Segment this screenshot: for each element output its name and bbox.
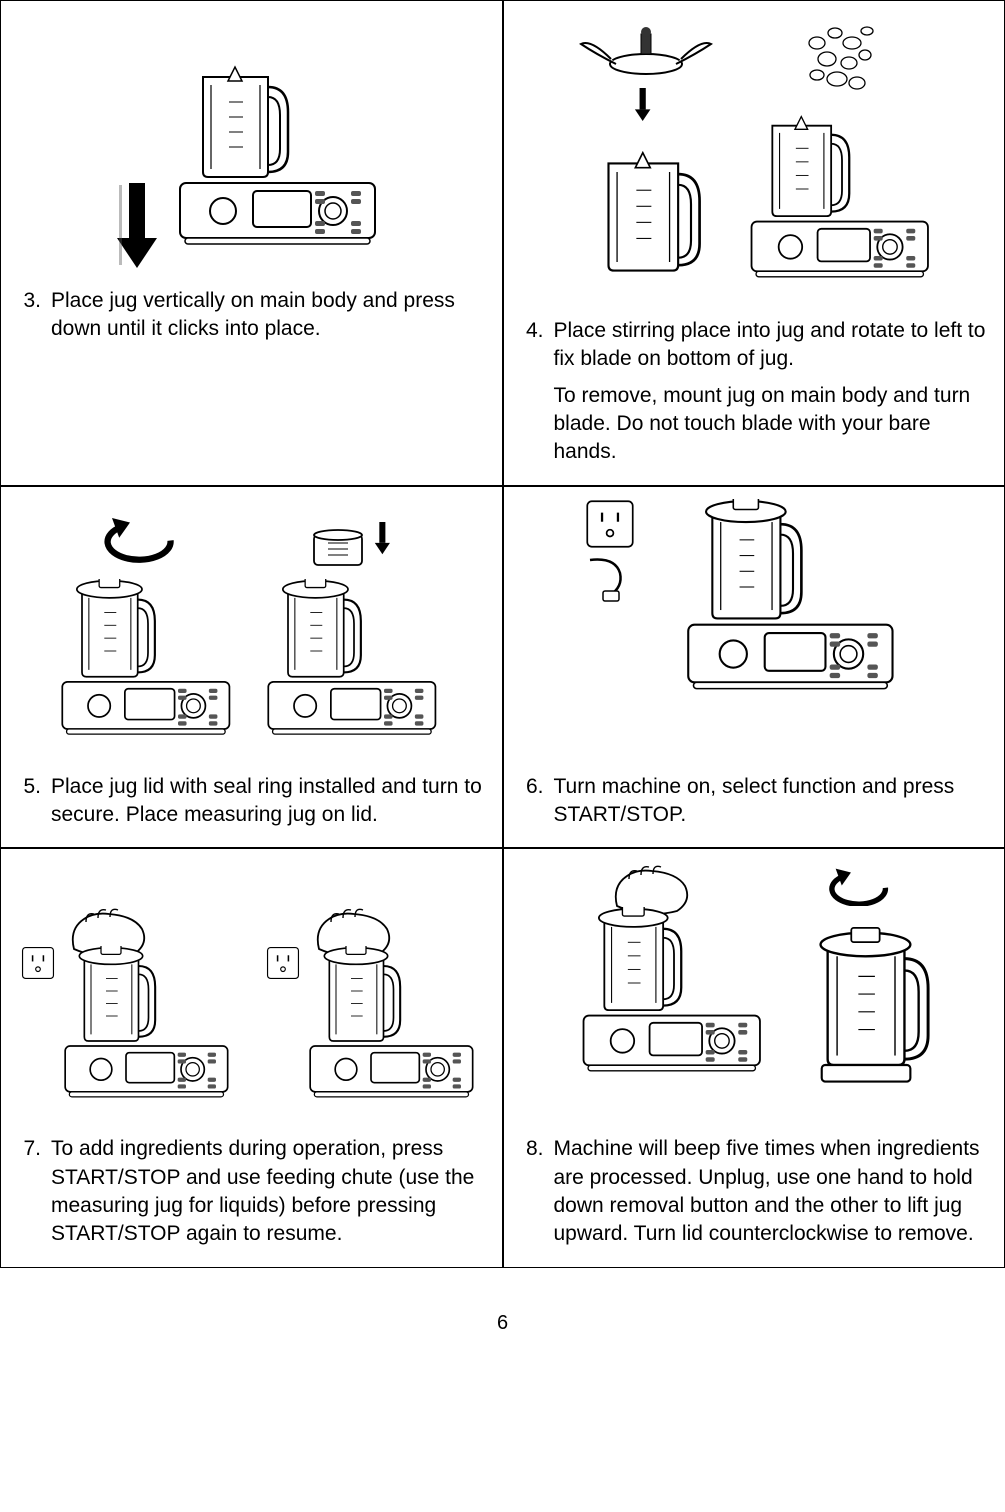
step-3-text: 3. Place jug vertically on main body and… [15, 287, 488, 344]
plug-cable-icon [585, 555, 645, 610]
arrow-down-icon [117, 183, 157, 273]
machine-with-lid-icon [306, 946, 481, 1121]
jug-with-lid-icon [804, 910, 934, 1090]
step-4-body-2: To remove, mount jug on main body and tu… [554, 382, 991, 467]
step-7-cell: 7. To add ingredients during operation, … [0, 848, 503, 1267]
machine-with-jug-icon [747, 113, 937, 303]
step-4-number: 4. [518, 317, 544, 345]
step-7-body: To add ingredients during operation, pre… [51, 1135, 488, 1248]
step-4-body-1: Place stirring place into jug and rotate… [554, 317, 991, 374]
outlet-icon [266, 946, 300, 980]
machine-with-lid-icon [264, 579, 444, 759]
step-6-cell: 6. Turn machine on, select function and … [503, 486, 1005, 849]
step-3-illustration [15, 13, 488, 273]
page-number: 6 [0, 1312, 1005, 1335]
step-6-body: Turn machine on, select function and pre… [554, 773, 991, 830]
step-3-cell: 3. Place jug vertically on main body and… [0, 0, 503, 486]
step-8-text: 8. Machine will beep five times when ing… [518, 1135, 991, 1248]
step-8-illustration [518, 861, 991, 1121]
step-5-text: 5. Place jug lid with seal ring installe… [15, 773, 488, 830]
machine-with-jug-icon [175, 63, 385, 273]
step-5-illustration [15, 499, 488, 759]
blade-icon [571, 24, 721, 84]
measuring-cap-icon [308, 529, 368, 577]
step-3-body: Place jug vertically on main body and pr… [51, 287, 488, 344]
step-7-illustration [15, 861, 488, 1121]
step-7-text: 7. To add ingredients during operation, … [15, 1135, 488, 1248]
outlet-icon [21, 946, 55, 980]
step-4-cell: 4. Place stirring place into jug and rot… [503, 0, 1005, 486]
step-7-number: 7. [15, 1135, 41, 1163]
arrow-down-icon [374, 522, 400, 577]
machine-with-lid-icon [663, 499, 923, 719]
rotate-arrow-icon [821, 861, 916, 906]
step-6-number: 6. [518, 773, 544, 801]
step-3-number: 3. [15, 287, 41, 315]
rotate-arrow-icon [103, 499, 193, 579]
step-4-text: 4. Place stirring place into jug and rot… [518, 317, 991, 467]
step-8-body: Machine will beep five times when ingred… [554, 1135, 991, 1248]
step-6-text: 6. Turn machine on, select function and … [518, 773, 991, 830]
step-5-cell: 5. Place jug lid with seal ring installe… [0, 486, 503, 849]
jug-icon [586, 142, 706, 292]
step-8-cell: 8. Machine will beep five times when ing… [503, 848, 1005, 1267]
machine-with-lid-icon [61, 946, 236, 1121]
step-5-number: 5. [15, 773, 41, 801]
step-5-body: Place jug lid with seal ring installed a… [51, 773, 488, 830]
machine-with-lid-icon [574, 907, 774, 1097]
machine-with-lid-icon [58, 579, 238, 759]
step-6-illustration [518, 499, 991, 759]
step-4-illustration [518, 13, 991, 303]
arrow-down-icon [631, 88, 661, 138]
step-8-number: 8. [518, 1135, 544, 1163]
outlet-icon [585, 499, 635, 549]
ingredients-icon [797, 13, 887, 113]
instruction-grid: 3. Place jug vertically on main body and… [0, 0, 1005, 1268]
